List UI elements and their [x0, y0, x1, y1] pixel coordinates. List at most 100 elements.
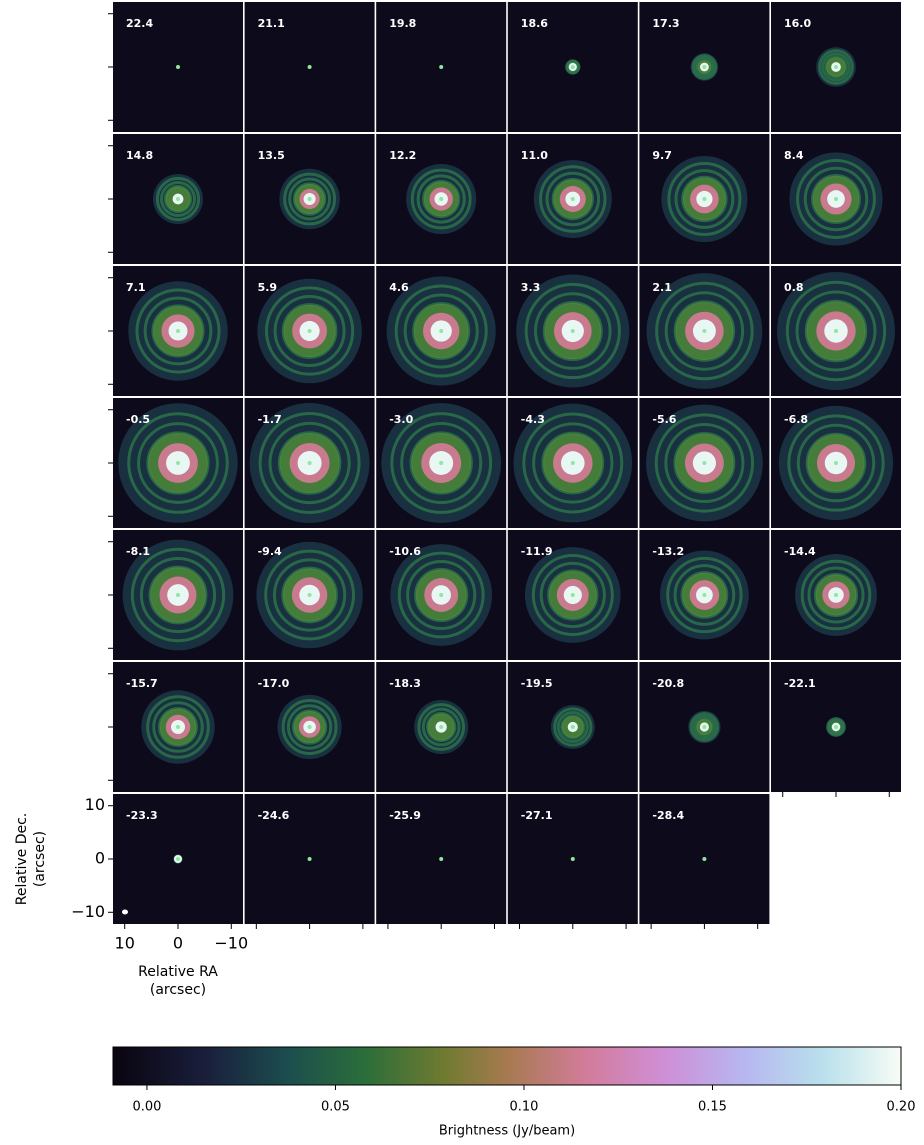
colorbar-tick-label: 0.10 [509, 1100, 538, 1115]
point-source [834, 329, 838, 333]
ring [152, 701, 204, 753]
ring [130, 547, 226, 643]
velocity-label: 17.3 [652, 17, 679, 30]
point-source [834, 461, 838, 465]
y-axis-label: (arcsec) [32, 831, 48, 887]
emission [816, 47, 856, 87]
ring [553, 707, 593, 747]
ring [826, 717, 846, 737]
channel-panel: -23.3 [108, 794, 243, 929]
velocity-label: -9.4 [258, 545, 282, 558]
channel-panel: 18.6 [507, 2, 638, 132]
channel-panel: -17.0 [244, 662, 375, 792]
colorbar-tick-label: 0.15 [698, 1100, 727, 1115]
channel-panel: -25.9 [376, 794, 507, 929]
channel-panel: -11.9 [507, 530, 638, 660]
channel-panel: -22.1 [771, 662, 901, 797]
velocity-label: -27.1 [521, 809, 553, 822]
ring [264, 549, 355, 641]
ring [560, 714, 586, 740]
ring [539, 165, 607, 233]
ring [148, 565, 208, 625]
ring [691, 54, 718, 80]
x-tick-label: −10 [214, 934, 248, 953]
y-tick-label: 0 [95, 849, 105, 868]
velocity-label: 5.9 [258, 281, 278, 294]
velocity-label: -18.3 [389, 677, 421, 690]
emission [533, 159, 612, 239]
channel-panel: 0.8 [771, 266, 901, 396]
ring [811, 174, 861, 224]
channel-panel: 11.0 [507, 134, 638, 264]
ring [654, 413, 755, 513]
channel-panel: -20.8 [639, 662, 770, 792]
channel-panel: -19.5 [507, 662, 638, 792]
ring [680, 571, 729, 619]
point-source [834, 593, 838, 597]
ring [551, 177, 594, 221]
ring [694, 717, 715, 737]
ring [397, 551, 485, 639]
velocity-label: -5.6 [652, 413, 676, 426]
ring [693, 56, 716, 78]
ring [545, 171, 601, 227]
ring [159, 180, 197, 218]
ring [532, 422, 614, 504]
ring [827, 718, 845, 736]
ring [787, 414, 885, 512]
emission [690, 53, 719, 81]
point-source [307, 197, 312, 201]
ring [689, 712, 720, 742]
velocity-label: -28.4 [652, 809, 684, 822]
point-source [702, 857, 707, 861]
ring [409, 431, 473, 495]
channel-panel: 4.6 [376, 266, 507, 396]
emission [795, 554, 877, 636]
velocity-label: -4.3 [521, 413, 545, 426]
ring [541, 431, 605, 495]
ring [673, 432, 736, 494]
channel-panel: -9.4 [244, 530, 375, 660]
emission [570, 857, 575, 861]
channel-panel: 7.1 [108, 266, 243, 396]
ring [805, 432, 867, 494]
ring [403, 293, 479, 369]
point-source [702, 593, 707, 597]
ring [277, 431, 342, 495]
beam [122, 909, 128, 915]
ring [268, 421, 351, 505]
point-source [439, 461, 444, 465]
velocity-label: 12.2 [389, 149, 416, 162]
velocity-label: -22.1 [784, 677, 816, 690]
point-source [439, 857, 444, 861]
channel-panel: -1.7 [244, 398, 375, 528]
y-tick-label: 10 [85, 795, 105, 814]
point-source [439, 197, 444, 201]
emission [173, 854, 183, 864]
velocity-label: -14.4 [784, 545, 816, 558]
emission [279, 168, 340, 230]
ring [146, 431, 210, 495]
point-source [702, 461, 707, 465]
point-source [176, 197, 180, 201]
point-source [176, 329, 180, 333]
point-source [439, 65, 444, 69]
emission [826, 717, 846, 737]
ring [416, 174, 466, 224]
channel-panel: -24.6 [244, 794, 375, 929]
ring [673, 564, 736, 626]
velocity-label: 4.6 [389, 281, 409, 294]
ring [406, 559, 477, 631]
velocity-label: -19.5 [521, 677, 553, 690]
ring [556, 710, 589, 744]
point-source [307, 461, 312, 465]
channel-panel: 9.7 [639, 134, 770, 264]
emission [176, 65, 180, 69]
ring [414, 567, 469, 623]
ring [157, 706, 199, 748]
ring [412, 301, 471, 361]
velocity-label: 0.8 [784, 281, 804, 294]
velocity-label: -25.9 [389, 809, 421, 822]
point-source [834, 65, 838, 69]
